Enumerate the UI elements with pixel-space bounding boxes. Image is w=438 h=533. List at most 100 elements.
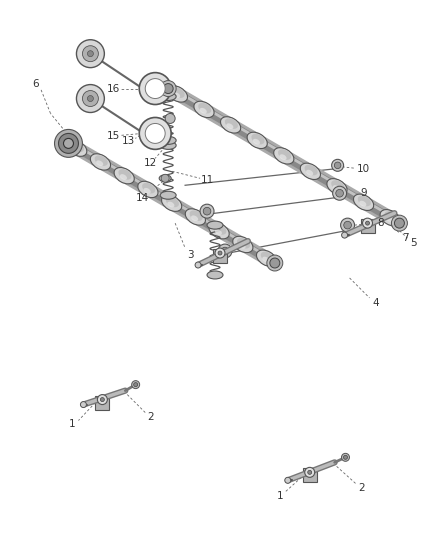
Circle shape — [165, 114, 175, 124]
Ellipse shape — [160, 136, 176, 144]
Ellipse shape — [257, 250, 277, 266]
Circle shape — [88, 95, 93, 101]
Ellipse shape — [239, 243, 246, 248]
Circle shape — [59, 133, 78, 154]
Ellipse shape — [142, 183, 155, 193]
Text: 10: 10 — [357, 164, 370, 174]
Ellipse shape — [261, 252, 274, 262]
Circle shape — [134, 383, 138, 386]
Ellipse shape — [274, 148, 294, 164]
Circle shape — [341, 218, 355, 232]
Text: 1: 1 — [69, 419, 76, 430]
Circle shape — [97, 394, 107, 405]
Circle shape — [139, 72, 171, 104]
Circle shape — [64, 139, 74, 148]
Text: 12: 12 — [144, 158, 157, 168]
Ellipse shape — [185, 209, 205, 225]
Ellipse shape — [138, 181, 158, 198]
Ellipse shape — [262, 257, 269, 262]
Circle shape — [54, 130, 82, 157]
Circle shape — [344, 221, 351, 229]
Ellipse shape — [207, 221, 223, 229]
Circle shape — [332, 159, 343, 171]
Circle shape — [308, 470, 312, 474]
Ellipse shape — [386, 216, 393, 222]
Ellipse shape — [385, 211, 398, 222]
Circle shape — [221, 247, 229, 255]
Ellipse shape — [306, 169, 313, 175]
Text: 13: 13 — [122, 136, 135, 147]
Ellipse shape — [253, 139, 260, 144]
Circle shape — [305, 467, 314, 478]
Ellipse shape — [207, 271, 223, 279]
Ellipse shape — [237, 238, 250, 248]
Ellipse shape — [120, 174, 127, 180]
Circle shape — [267, 255, 283, 271]
Text: 6: 6 — [32, 78, 39, 88]
Polygon shape — [213, 249, 227, 263]
Circle shape — [81, 401, 86, 408]
Ellipse shape — [173, 92, 180, 98]
Ellipse shape — [247, 132, 267, 149]
Circle shape — [160, 80, 176, 96]
Text: 1: 1 — [276, 491, 283, 501]
Ellipse shape — [72, 147, 80, 152]
Circle shape — [342, 454, 350, 461]
Circle shape — [82, 91, 99, 107]
Text: 14: 14 — [136, 193, 149, 203]
Ellipse shape — [278, 149, 291, 160]
Circle shape — [145, 124, 165, 143]
Circle shape — [215, 248, 225, 258]
Circle shape — [132, 381, 140, 389]
Polygon shape — [360, 219, 374, 233]
Polygon shape — [95, 395, 110, 409]
Text: 7: 7 — [402, 233, 409, 243]
Circle shape — [161, 174, 169, 182]
Circle shape — [100, 398, 104, 401]
Ellipse shape — [225, 118, 238, 129]
Circle shape — [336, 189, 343, 197]
Ellipse shape — [160, 141, 176, 149]
Circle shape — [203, 207, 211, 215]
Ellipse shape — [353, 194, 374, 211]
Circle shape — [77, 85, 104, 112]
Circle shape — [145, 78, 165, 99]
Circle shape — [270, 258, 280, 268]
Ellipse shape — [198, 103, 211, 114]
Text: 9: 9 — [360, 188, 367, 198]
Ellipse shape — [213, 224, 226, 235]
Circle shape — [363, 218, 372, 228]
Ellipse shape — [215, 229, 222, 235]
Ellipse shape — [279, 154, 286, 160]
Ellipse shape — [304, 165, 318, 175]
Circle shape — [77, 40, 104, 68]
Circle shape — [285, 478, 291, 483]
Ellipse shape — [160, 191, 176, 199]
Ellipse shape — [144, 188, 151, 193]
Circle shape — [195, 262, 201, 268]
Text: 16: 16 — [107, 84, 120, 94]
Ellipse shape — [114, 167, 134, 184]
Circle shape — [392, 215, 407, 231]
Ellipse shape — [191, 215, 198, 221]
Ellipse shape — [118, 169, 131, 180]
Circle shape — [366, 221, 370, 225]
Ellipse shape — [167, 86, 187, 102]
Text: 15: 15 — [107, 132, 120, 141]
Text: 2: 2 — [147, 411, 154, 422]
Ellipse shape — [90, 154, 110, 170]
Ellipse shape — [190, 211, 203, 221]
Polygon shape — [303, 469, 317, 482]
Ellipse shape — [300, 163, 321, 180]
Circle shape — [82, 46, 99, 62]
Ellipse shape — [96, 160, 103, 166]
Ellipse shape — [209, 223, 229, 239]
Text: 2: 2 — [358, 483, 365, 494]
Circle shape — [343, 455, 347, 459]
Circle shape — [218, 244, 232, 258]
Ellipse shape — [95, 155, 108, 166]
Ellipse shape — [380, 209, 400, 226]
Ellipse shape — [194, 101, 214, 118]
Circle shape — [218, 251, 222, 255]
Circle shape — [163, 84, 173, 94]
